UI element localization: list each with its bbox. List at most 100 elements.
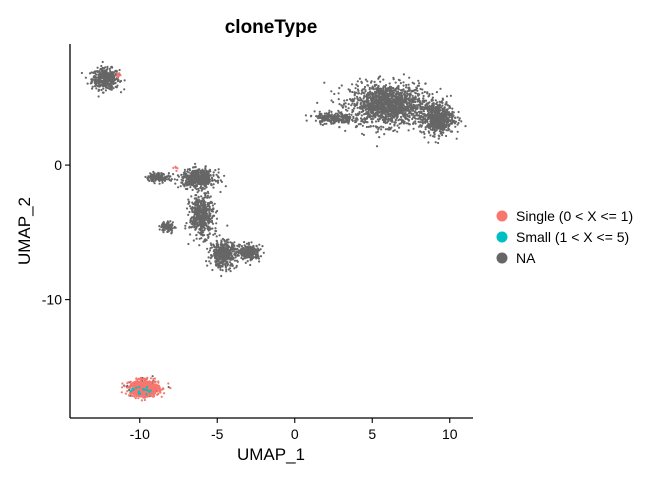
data-point: [147, 175, 150, 178]
data-point: [408, 104, 411, 107]
data-point: [359, 98, 362, 101]
data-point: [402, 73, 405, 76]
data-point: [441, 111, 444, 114]
data-point: [399, 96, 402, 99]
data-point: [359, 102, 362, 106]
data-point: [98, 88, 101, 91]
data-point: [199, 228, 202, 231]
data-point: [220, 245, 224, 248]
data-point: [434, 99, 437, 102]
data-point: [370, 101, 373, 104]
data-point: [197, 195, 200, 198]
data-point: [447, 125, 450, 128]
data-point: [451, 119, 454, 122]
data-point: [353, 94, 356, 97]
data-point: [219, 248, 222, 251]
data-point: [194, 206, 197, 210]
data-point: [106, 83, 109, 86]
data-point: [224, 185, 227, 188]
data-point: [333, 119, 336, 123]
data-point: [216, 179, 220, 182]
data-point: [96, 66, 99, 69]
data-point: [409, 108, 412, 111]
data-point: [247, 243, 251, 246]
data-points: [80, 60, 467, 402]
data-point: [395, 110, 398, 113]
data-point: [197, 189, 200, 192]
data-point: [245, 255, 249, 258]
data-point: [167, 386, 170, 389]
data-point: [163, 226, 166, 229]
data-point: [219, 260, 223, 263]
data-point: [163, 224, 166, 227]
data-point: [169, 220, 172, 223]
data-point: [200, 226, 203, 229]
data-point: [196, 199, 199, 203]
data-point: [448, 105, 451, 108]
data-point: [367, 111, 370, 114]
data-point: [320, 113, 323, 116]
data-point: [344, 129, 347, 132]
data-point: [429, 134, 432, 137]
data-point: [376, 130, 379, 133]
data-point: [429, 115, 432, 118]
data-point: [417, 97, 421, 100]
data-point: [372, 94, 375, 97]
data-point: [210, 210, 213, 213]
cluster-mid-lower: [205, 232, 241, 278]
data-point: [373, 106, 376, 109]
data-point: [417, 103, 420, 106]
data-point: [394, 119, 397, 122]
data-point: [180, 178, 183, 181]
data-point: [419, 105, 422, 108]
data-point: [378, 97, 381, 100]
data-point: [237, 243, 241, 246]
data-point: [223, 256, 226, 259]
data-point: [190, 222, 193, 225]
data-point: [450, 121, 453, 124]
data-point: [398, 126, 401, 129]
data-point: [370, 106, 373, 109]
data-point: [432, 103, 435, 106]
data-point: [361, 118, 364, 121]
data-point: [371, 99, 374, 102]
data-point: [396, 90, 400, 93]
data-point: [229, 241, 232, 244]
data-point: [372, 115, 375, 118]
cluster-mid-upper: [173, 162, 227, 194]
data-point: [325, 114, 328, 117]
data-point: [209, 212, 212, 215]
data-point: [417, 120, 420, 123]
data-point: [442, 126, 445, 129]
data-point: [407, 83, 410, 86]
data-point: [95, 87, 98, 90]
data-point: [182, 183, 185, 186]
data-point: [414, 91, 417, 94]
data-point: [204, 193, 207, 196]
data-point: [350, 113, 353, 116]
data-point: [421, 92, 424, 95]
data-point: [197, 212, 201, 215]
data-point: [215, 242, 218, 246]
data-point: [187, 202, 190, 205]
data-point: [438, 100, 441, 103]
data-point: [215, 235, 218, 238]
data-point: [389, 100, 393, 103]
data-point: [366, 96, 369, 99]
data-point: [410, 90, 413, 93]
data-point: [204, 183, 207, 186]
data-point: [347, 120, 351, 123]
data-point: [106, 65, 109, 68]
data-point: [404, 111, 407, 114]
data-point: [234, 256, 237, 259]
data-point: [158, 228, 161, 231]
data-point: [386, 101, 389, 104]
data-point: [90, 78, 93, 81]
data-point: [220, 180, 223, 183]
data-point: [112, 71, 115, 74]
data-point: [217, 260, 220, 263]
data-point: [390, 92, 393, 95]
data-point: [209, 227, 212, 231]
data-point: [376, 89, 379, 92]
